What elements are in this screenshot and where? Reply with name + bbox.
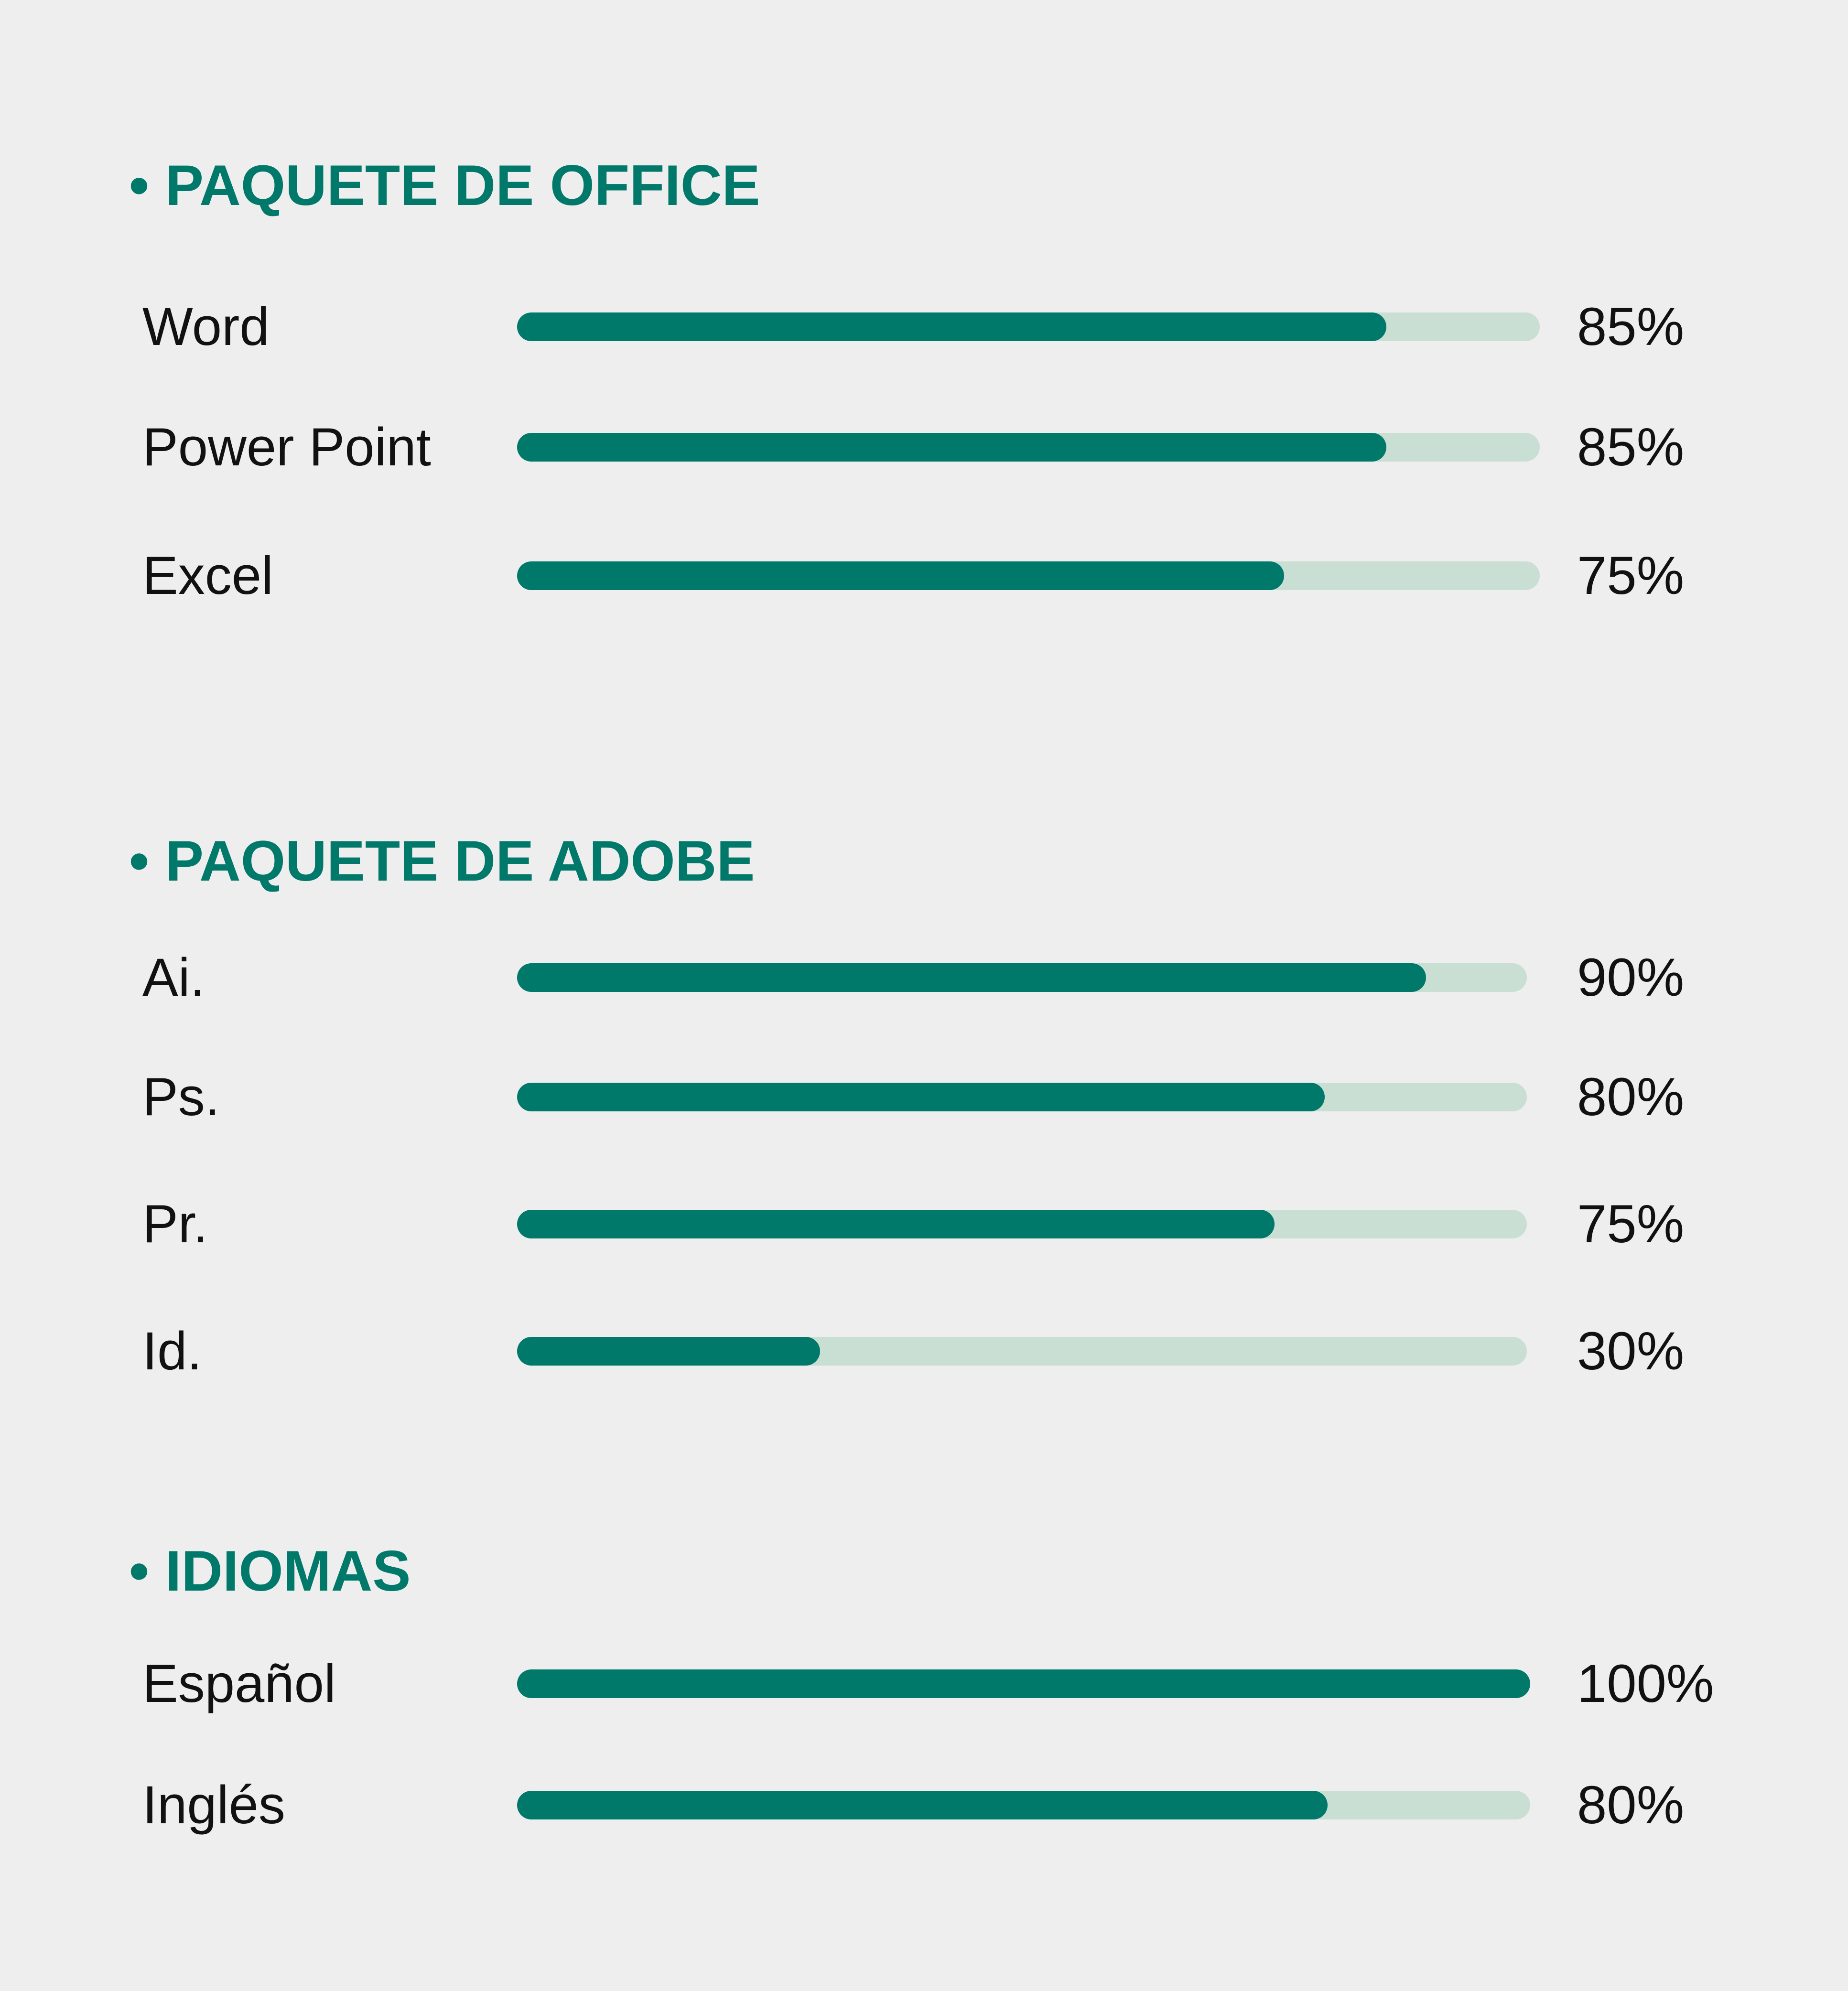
section-title-idiomas: • IDIOMAS <box>129 1542 411 1600</box>
skill-row: Pr. 75% <box>0 1197 1848 1251</box>
section-title-text: IDIOMAS <box>165 1539 411 1603</box>
skill-value-label: 85% <box>1577 417 1685 477</box>
skill-bar-track <box>517 1791 1530 1819</box>
skill-value-label: 80% <box>1577 1775 1685 1835</box>
section-title-text: PAQUETE DE OFFICE <box>165 153 760 217</box>
skill-value-label: 100% <box>1577 1654 1714 1713</box>
skill-bar-track <box>517 561 1540 590</box>
skill-bar-fill <box>517 1669 1530 1698</box>
skill-bar-fill <box>517 433 1386 462</box>
skill-label: Id. <box>142 1321 202 1381</box>
skill-row: Word 85% <box>0 300 1848 354</box>
skill-bar-fill <box>517 1791 1328 1819</box>
skill-bar-fill <box>517 1337 820 1366</box>
skill-value-label: 85% <box>1577 297 1685 356</box>
skill-label: Ps. <box>142 1067 220 1127</box>
skill-value-label: 30% <box>1577 1321 1685 1381</box>
section-title-text: PAQUETE DE ADOBE <box>165 829 755 893</box>
skill-label: Power Point <box>142 417 431 477</box>
skill-bar-track <box>517 433 1540 462</box>
skill-label: Word <box>142 297 270 356</box>
bullet-icon: • <box>129 1539 150 1603</box>
skill-label: Español <box>142 1654 336 1713</box>
bullet-icon: • <box>129 153 150 217</box>
skill-bar-fill <box>517 312 1386 341</box>
skill-bar-track <box>517 1210 1527 1238</box>
skill-bar-track <box>517 1669 1530 1698</box>
skill-bar-track <box>517 1083 1527 1111</box>
skill-value-label: 75% <box>1577 546 1685 605</box>
skill-label: Ai. <box>142 947 205 1007</box>
skill-value-label: 90% <box>1577 947 1685 1007</box>
skill-bar-fill <box>517 1210 1275 1238</box>
skill-row: Español 100% <box>0 1657 1848 1711</box>
skill-bar-track <box>517 1337 1527 1366</box>
skill-label: Inglés <box>142 1775 285 1835</box>
skill-row: Id. 30% <box>0 1324 1848 1378</box>
skill-row: Excel 75% <box>0 549 1848 603</box>
skill-bar-fill <box>517 963 1426 992</box>
skill-value-label: 75% <box>1577 1194 1685 1254</box>
skill-bar-fill <box>517 561 1284 590</box>
skill-row: Power Point 85% <box>0 420 1848 474</box>
skill-bar-track <box>517 312 1540 341</box>
section-title-office: • PAQUETE DE OFFICE <box>129 157 760 214</box>
skill-row: Inglés 80% <box>0 1778 1848 1832</box>
skill-row: Ai. 90% <box>0 951 1848 1004</box>
bullet-icon: • <box>129 829 150 893</box>
section-title-adobe: • PAQUETE DE ADOBE <box>129 832 755 890</box>
skill-label: Excel <box>142 546 273 605</box>
skill-value-label: 80% <box>1577 1067 1685 1127</box>
skill-bar-fill <box>517 1083 1325 1111</box>
skill-row: Ps. 80% <box>0 1070 1848 1124</box>
skill-bar-track <box>517 963 1527 992</box>
skill-label: Pr. <box>142 1194 208 1254</box>
